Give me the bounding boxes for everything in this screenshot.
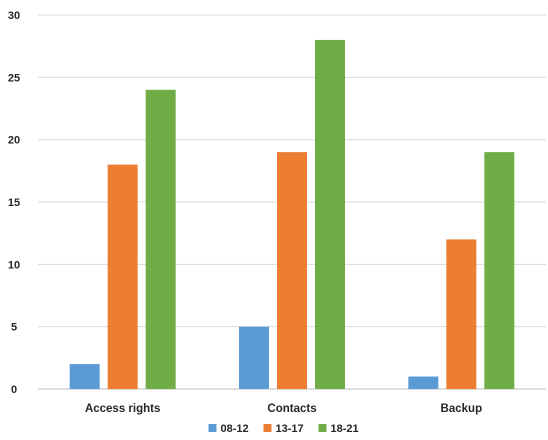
- legend-swatch: [263, 424, 272, 432]
- legend-label: 18-21: [331, 423, 359, 435]
- legend-swatch: [208, 424, 217, 432]
- bar-08-12-backup: [408, 376, 439, 389]
- y-tick-label: 10: [8, 259, 20, 271]
- legend: 08-12 13-17 18-21: [208, 423, 359, 435]
- x-category-label: Access rights: [85, 403, 160, 415]
- y-tick-label: 5: [11, 322, 17, 334]
- legend-swatch: [318, 424, 327, 432]
- bar-18-21-contacts: [315, 39, 345, 389]
- x-axis-categories: Access rights Contacts Backup: [85, 403, 482, 415]
- bar-18-21-backup: [484, 152, 515, 389]
- y-tick-label: 15: [8, 197, 20, 209]
- bar-08-12-contacts: [239, 326, 269, 389]
- x-category-label: Backup: [441, 403, 483, 415]
- y-tick-label: 30: [8, 10, 20, 22]
- bars: [69, 39, 515, 390]
- x-category-label: Contacts: [267, 403, 316, 415]
- bar-08-12-access-rights: [69, 364, 100, 389]
- y-axis-ticks: 0 5 10 15 20 25 30: [8, 10, 20, 396]
- bar-13-17-contacts: [277, 152, 307, 389]
- y-tick-label: 0: [11, 384, 17, 396]
- legend-label: 08-12: [221, 423, 249, 435]
- bar-18-21-access-rights: [145, 89, 176, 390]
- y-tick-label: 25: [8, 72, 20, 84]
- y-tick-label: 20: [8, 135, 20, 147]
- bar-13-17-backup: [446, 239, 477, 389]
- legend-label: 13-17: [276, 423, 304, 435]
- bar-13-17-access-rights: [107, 164, 138, 389]
